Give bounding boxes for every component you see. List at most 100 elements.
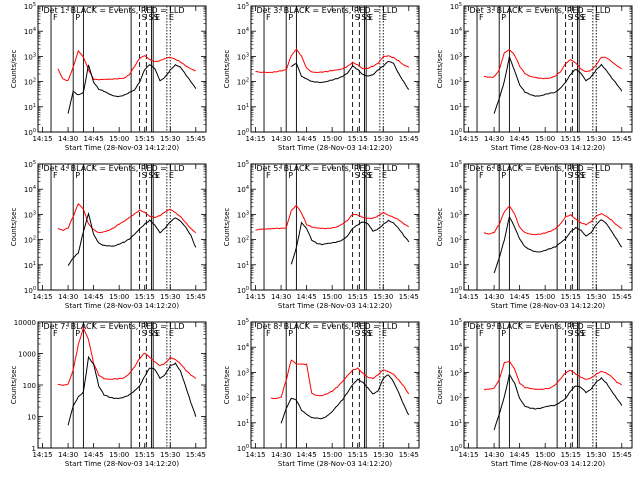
x-tick-label: 15:45 xyxy=(186,293,206,301)
marker-letter: E xyxy=(169,13,174,22)
x-tick-label: 14:30 xyxy=(58,451,78,459)
y-tick-label: 10000 xyxy=(14,319,36,327)
marker-letter: E xyxy=(155,171,160,180)
marker-letter: S xyxy=(574,171,579,180)
x-tick-label: 15:00 xyxy=(322,293,342,301)
marker-letter: S xyxy=(580,329,585,338)
x-tick-label: 14:15 xyxy=(245,135,265,143)
x-tick-label: 14:15 xyxy=(32,451,52,459)
panel-det-2: Det 3: BLACK = Events, RED = LLD 100 101 10… xyxy=(223,2,420,152)
marker-letter: F xyxy=(479,13,484,22)
y-tick-label: 104 xyxy=(24,27,36,36)
marker-letter: F xyxy=(53,329,58,338)
y-tick-label: 100 xyxy=(450,128,462,137)
series-line-lld xyxy=(270,359,410,399)
plot-frame xyxy=(250,163,420,291)
panel-det-3: Det 3: BLACK = Events, RED = LLD 100 101 10… xyxy=(436,2,633,152)
panel-det-9: Det 9: BLACK = Events, RED = LLD 100 101 10… xyxy=(436,318,633,468)
series-line-lld xyxy=(255,48,410,74)
y-tick-label: 101 xyxy=(237,261,249,270)
marker-letter: S xyxy=(568,171,573,180)
x-tick-label: 14:45 xyxy=(297,135,317,143)
marker-letter: S xyxy=(355,329,360,338)
y-axis-title: Counts/sec xyxy=(223,50,231,89)
marker-letter: E xyxy=(581,171,586,180)
series-line-events xyxy=(67,64,197,114)
marker-letter: E xyxy=(368,171,373,180)
x-tick-label: 14:15 xyxy=(458,451,478,459)
y-tick-label: 1 xyxy=(32,445,36,453)
y-tick-label: 104 xyxy=(237,185,249,194)
x-axis-title: Start Time (28-Nov-03 14:12:20) xyxy=(65,144,179,152)
x-tick-label: 15:15 xyxy=(348,135,368,143)
marker-letter: S xyxy=(580,171,585,180)
marker-letter: S xyxy=(142,13,147,22)
marker-letter: F xyxy=(266,13,271,22)
y-tick-label: 101 xyxy=(450,261,462,270)
marker-letter: S xyxy=(361,329,366,338)
y-tick-label: 101 xyxy=(237,103,249,112)
y-axis-title: Counts/sec xyxy=(10,208,18,247)
y-axis-title: Counts/sec xyxy=(436,366,444,405)
x-axis-title: Start Time (28-Nov-03 14:12:20) xyxy=(491,302,605,310)
marker-letter: P xyxy=(288,329,293,338)
y-axis-title: Counts/sec xyxy=(436,50,444,89)
marker-letter: P xyxy=(75,13,80,22)
plot-frame xyxy=(463,163,633,291)
x-tick-label: 14:30 xyxy=(484,293,504,301)
series-line-lld xyxy=(57,326,197,386)
series-line-lld xyxy=(255,204,410,231)
y-tick-label: 105 xyxy=(24,2,36,11)
panel-det-6: Det 6: BLACK = Events, RED = LLD 100 101 10… xyxy=(436,160,633,310)
marker-letter: S xyxy=(367,171,372,180)
x-tick-label: 14:30 xyxy=(271,135,291,143)
y-tick-label: 103 xyxy=(450,368,462,377)
y-axis-title: Counts/sec xyxy=(10,50,18,89)
marker-letter: S xyxy=(148,329,153,338)
panel-title: Det 3: BLACK = Events, RED = LLD xyxy=(257,6,398,15)
x-tick-label: 14:45 xyxy=(510,135,530,143)
x-tick-label: 14:30 xyxy=(58,293,78,301)
series-line-events xyxy=(67,211,197,266)
x-tick-label: 14:30 xyxy=(484,135,504,143)
x-tick-label: 15:45 xyxy=(399,293,419,301)
x-axis-title: Start Time (28-Nov-03 14:12:20) xyxy=(278,460,392,468)
marker-letter: F xyxy=(479,329,484,338)
panel-title: Det 7: BLACK = Events, RED = LLD xyxy=(44,322,185,331)
marker-letter: P xyxy=(75,171,80,180)
x-axis-title: Start Time (28-Nov-03 14:12:20) xyxy=(278,144,392,152)
marker-letter: E xyxy=(368,13,373,22)
y-tick-label: 105 xyxy=(237,318,249,327)
plot-frame xyxy=(463,321,633,449)
x-tick-label: 14:45 xyxy=(297,451,317,459)
y-tick-label: 103 xyxy=(24,52,36,61)
x-axis-title: Start Time (28-Nov-03 14:12:20) xyxy=(65,302,179,310)
marker-letter: E xyxy=(595,329,600,338)
marker-letter: E xyxy=(368,329,373,338)
x-tick-label: 14:45 xyxy=(84,451,104,459)
x-tick-label: 15:45 xyxy=(612,293,632,301)
x-tick-label: 15:00 xyxy=(535,451,555,459)
marker-letter: E xyxy=(382,171,387,180)
x-tick-label: 14:45 xyxy=(297,293,317,301)
series-line-lld xyxy=(483,49,623,80)
x-tick-label: 14:45 xyxy=(510,451,530,459)
y-tick-label: 101 xyxy=(450,419,462,428)
y-axis-title: Counts/sec xyxy=(223,208,231,247)
plot-frame xyxy=(37,163,207,291)
marker-letter: P xyxy=(288,171,293,180)
x-tick-label: 14:30 xyxy=(271,451,291,459)
series-line-events xyxy=(290,60,410,90)
marker-letter: S xyxy=(574,13,579,22)
x-tick-label: 14:45 xyxy=(84,293,104,301)
marker-letter: E xyxy=(595,13,600,22)
marker-letter: E xyxy=(155,329,160,338)
y-tick-label: 105 xyxy=(450,2,462,11)
marker-letter: P xyxy=(288,13,293,22)
x-tick-label: 14:15 xyxy=(245,451,265,459)
series-line-lld xyxy=(57,49,196,82)
x-tick-label: 15:45 xyxy=(186,451,206,459)
plot-frame xyxy=(250,321,420,449)
y-tick-label: 104 xyxy=(450,343,462,352)
marker-letter: E xyxy=(595,171,600,180)
